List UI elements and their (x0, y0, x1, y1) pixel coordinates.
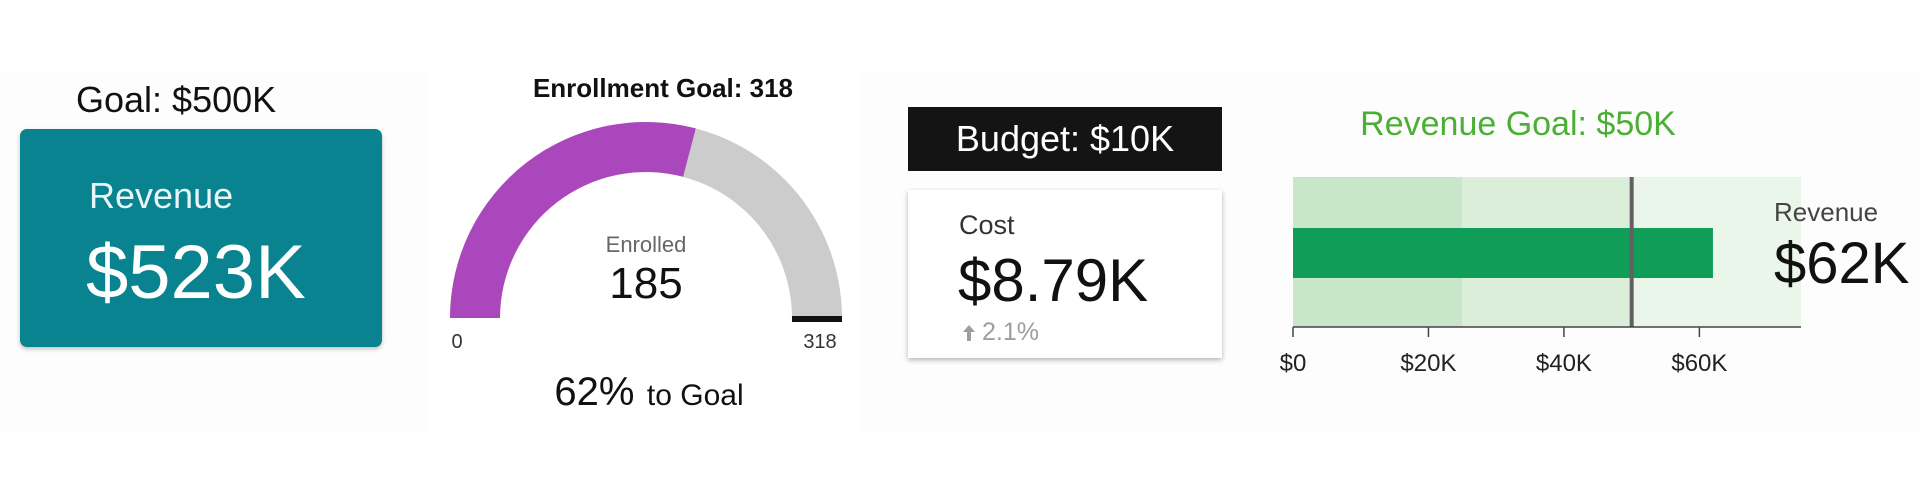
revenue-goal-label: Goal: $500K (76, 79, 277, 120)
gauge-metric-label: Enrolled (606, 232, 687, 257)
gauge-metric-value: 185 (609, 259, 682, 308)
cost-delta: 2.1% (962, 318, 1039, 347)
bullet-x-tick-label: $20K (1400, 350, 1456, 377)
gauge-goal-marker (792, 316, 842, 322)
bullet-x-tick-label: $60K (1671, 350, 1727, 377)
bullet-x-tick-label: $40K (1536, 350, 1592, 377)
revenue-label: Revenue (89, 175, 234, 216)
cost-value: $8.79K (958, 247, 1149, 314)
gauge-title: Enrollment Goal: 318 (533, 73, 793, 103)
gauge-max-label: 318 (803, 331, 836, 353)
arrow-up-icon (963, 324, 975, 341)
gauge-fill (450, 121, 696, 318)
bullet-value-bar (1293, 228, 1713, 278)
bullet-metric-label: Revenue (1774, 197, 1878, 227)
revenue-scorecard-card[interactable]: Revenue $523K (20, 129, 382, 347)
gauge-percent-line: 62% to Goal (554, 370, 743, 414)
gauge-min-label: 0 (451, 331, 462, 353)
cost-delta-text: 2.1% (982, 318, 1039, 346)
bullet-metric-value: $62K (1774, 231, 1910, 296)
budget-label-text: Budget: $10K (955, 118, 1175, 159)
gauge-percent-text: 62% (554, 370, 634, 414)
cost-scorecard-card[interactable]: Cost $8.79K 2.1% (908, 190, 1222, 358)
bullet-x-tick-label: $0 (1280, 350, 1307, 377)
budget-label: Budget: $10K (908, 107, 1222, 171)
gauge-suffix-text: to Goal (647, 379, 744, 412)
revenue-value: $523K (86, 230, 306, 315)
cost-label: Cost (959, 210, 1015, 240)
bullet-title: Revenue Goal: $50K (1360, 105, 1676, 143)
bullet-target-marker (1629, 177, 1634, 327)
